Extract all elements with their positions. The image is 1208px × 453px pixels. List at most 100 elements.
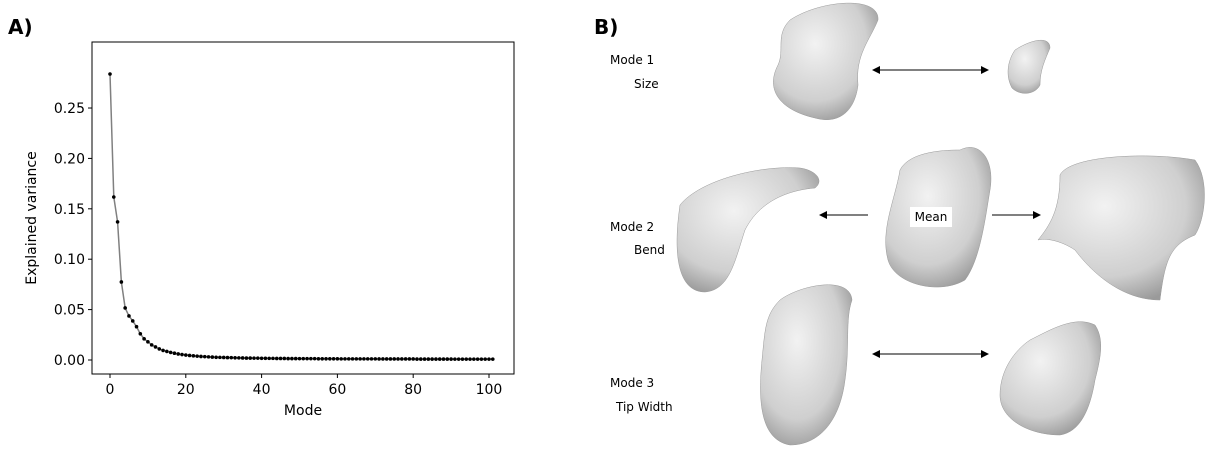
data-point bbox=[385, 357, 389, 361]
data-point bbox=[400, 357, 404, 361]
data-point bbox=[332, 357, 336, 361]
data-point bbox=[233, 356, 237, 360]
x-tick-label: 60 bbox=[328, 382, 346, 398]
panel-label: B) bbox=[594, 15, 618, 39]
data-point bbox=[457, 357, 461, 361]
x-tick-label: 20 bbox=[177, 382, 195, 398]
data-point bbox=[298, 357, 302, 361]
data-point bbox=[347, 357, 351, 361]
data-point bbox=[173, 351, 177, 355]
data-point bbox=[203, 355, 207, 359]
data-point bbox=[449, 357, 453, 361]
data-point bbox=[127, 314, 131, 318]
x-axis-label: Mode bbox=[284, 403, 322, 419]
data-point bbox=[188, 354, 192, 358]
y-tick-label: 0.10 bbox=[54, 252, 85, 268]
plot-frame bbox=[92, 42, 514, 374]
data-point bbox=[445, 357, 449, 361]
data-point bbox=[256, 356, 260, 360]
y-tick-label: 0.25 bbox=[54, 101, 85, 117]
data-point bbox=[252, 356, 256, 360]
data-point bbox=[309, 357, 313, 361]
data-point bbox=[396, 357, 400, 361]
data-point bbox=[377, 357, 381, 361]
data-point bbox=[237, 356, 241, 360]
data-point bbox=[123, 306, 127, 310]
data-point bbox=[408, 357, 412, 361]
data-point bbox=[442, 357, 446, 361]
data-point bbox=[154, 345, 158, 349]
data-point bbox=[184, 353, 188, 357]
mode-name: Mode 2 bbox=[610, 220, 654, 234]
data-point bbox=[150, 343, 154, 347]
data-point bbox=[472, 357, 476, 361]
x-tick-label: 100 bbox=[476, 382, 503, 398]
data-point bbox=[438, 357, 442, 361]
y-tick-label: 0.15 bbox=[54, 202, 85, 218]
data-point bbox=[157, 347, 161, 351]
page: A) B) Mode Explained variance Mean Mode … bbox=[0, 0, 1208, 453]
data-point bbox=[120, 280, 124, 284]
data-point bbox=[112, 195, 116, 199]
data-point bbox=[423, 357, 427, 361]
data-point bbox=[207, 355, 211, 359]
data-point bbox=[180, 353, 184, 357]
x-tick-label: 80 bbox=[404, 382, 422, 398]
data-point bbox=[430, 357, 434, 361]
data-point bbox=[229, 356, 233, 360]
data-point bbox=[480, 357, 484, 361]
data-point bbox=[161, 349, 165, 353]
data-point bbox=[286, 357, 290, 361]
x-tick-label: 40 bbox=[253, 382, 271, 398]
data-point bbox=[320, 357, 324, 361]
data-point bbox=[248, 356, 252, 360]
x-tick-label: 0 bbox=[106, 382, 115, 398]
data-point bbox=[419, 357, 423, 361]
data-point bbox=[131, 319, 135, 323]
data-point bbox=[301, 357, 305, 361]
data-point bbox=[222, 356, 226, 360]
data-point bbox=[313, 357, 317, 361]
data-point bbox=[267, 357, 271, 361]
data-point bbox=[260, 356, 264, 360]
data-point bbox=[476, 357, 480, 361]
data-point bbox=[427, 357, 431, 361]
mean-label: Mean bbox=[915, 210, 948, 224]
data-point bbox=[324, 357, 328, 361]
data-point bbox=[165, 350, 169, 354]
data-point bbox=[108, 72, 112, 76]
data-point bbox=[370, 357, 374, 361]
data-point bbox=[192, 354, 196, 358]
data-point bbox=[381, 357, 385, 361]
data-point bbox=[404, 357, 408, 361]
data-point bbox=[271, 357, 275, 361]
data-point bbox=[283, 357, 287, 361]
data-point bbox=[169, 351, 173, 355]
data-point bbox=[487, 357, 491, 361]
data-point bbox=[195, 354, 199, 358]
data-point bbox=[139, 332, 143, 336]
mode-name: Mode 1 bbox=[610, 53, 654, 67]
data-point bbox=[226, 356, 230, 360]
data-point bbox=[275, 357, 279, 361]
data-point bbox=[146, 340, 150, 344]
data-point bbox=[305, 357, 309, 361]
data-point bbox=[328, 357, 332, 361]
panel-label: A) bbox=[8, 15, 33, 39]
data-point bbox=[264, 356, 268, 360]
data-point bbox=[491, 357, 495, 361]
figure: A) B) Mode Explained variance Mean Mode … bbox=[0, 0, 1208, 449]
data-point bbox=[211, 355, 215, 359]
data-point bbox=[366, 357, 370, 361]
data-point bbox=[336, 357, 340, 361]
data-point bbox=[279, 357, 283, 361]
data-point bbox=[373, 357, 377, 361]
data-point bbox=[214, 355, 218, 359]
data-point bbox=[468, 357, 472, 361]
data-point bbox=[351, 357, 355, 361]
data-point bbox=[339, 357, 343, 361]
data-point bbox=[411, 357, 415, 361]
data-point bbox=[343, 357, 347, 361]
mode-description: Bend bbox=[634, 243, 665, 257]
mode-description: Size bbox=[634, 77, 659, 91]
